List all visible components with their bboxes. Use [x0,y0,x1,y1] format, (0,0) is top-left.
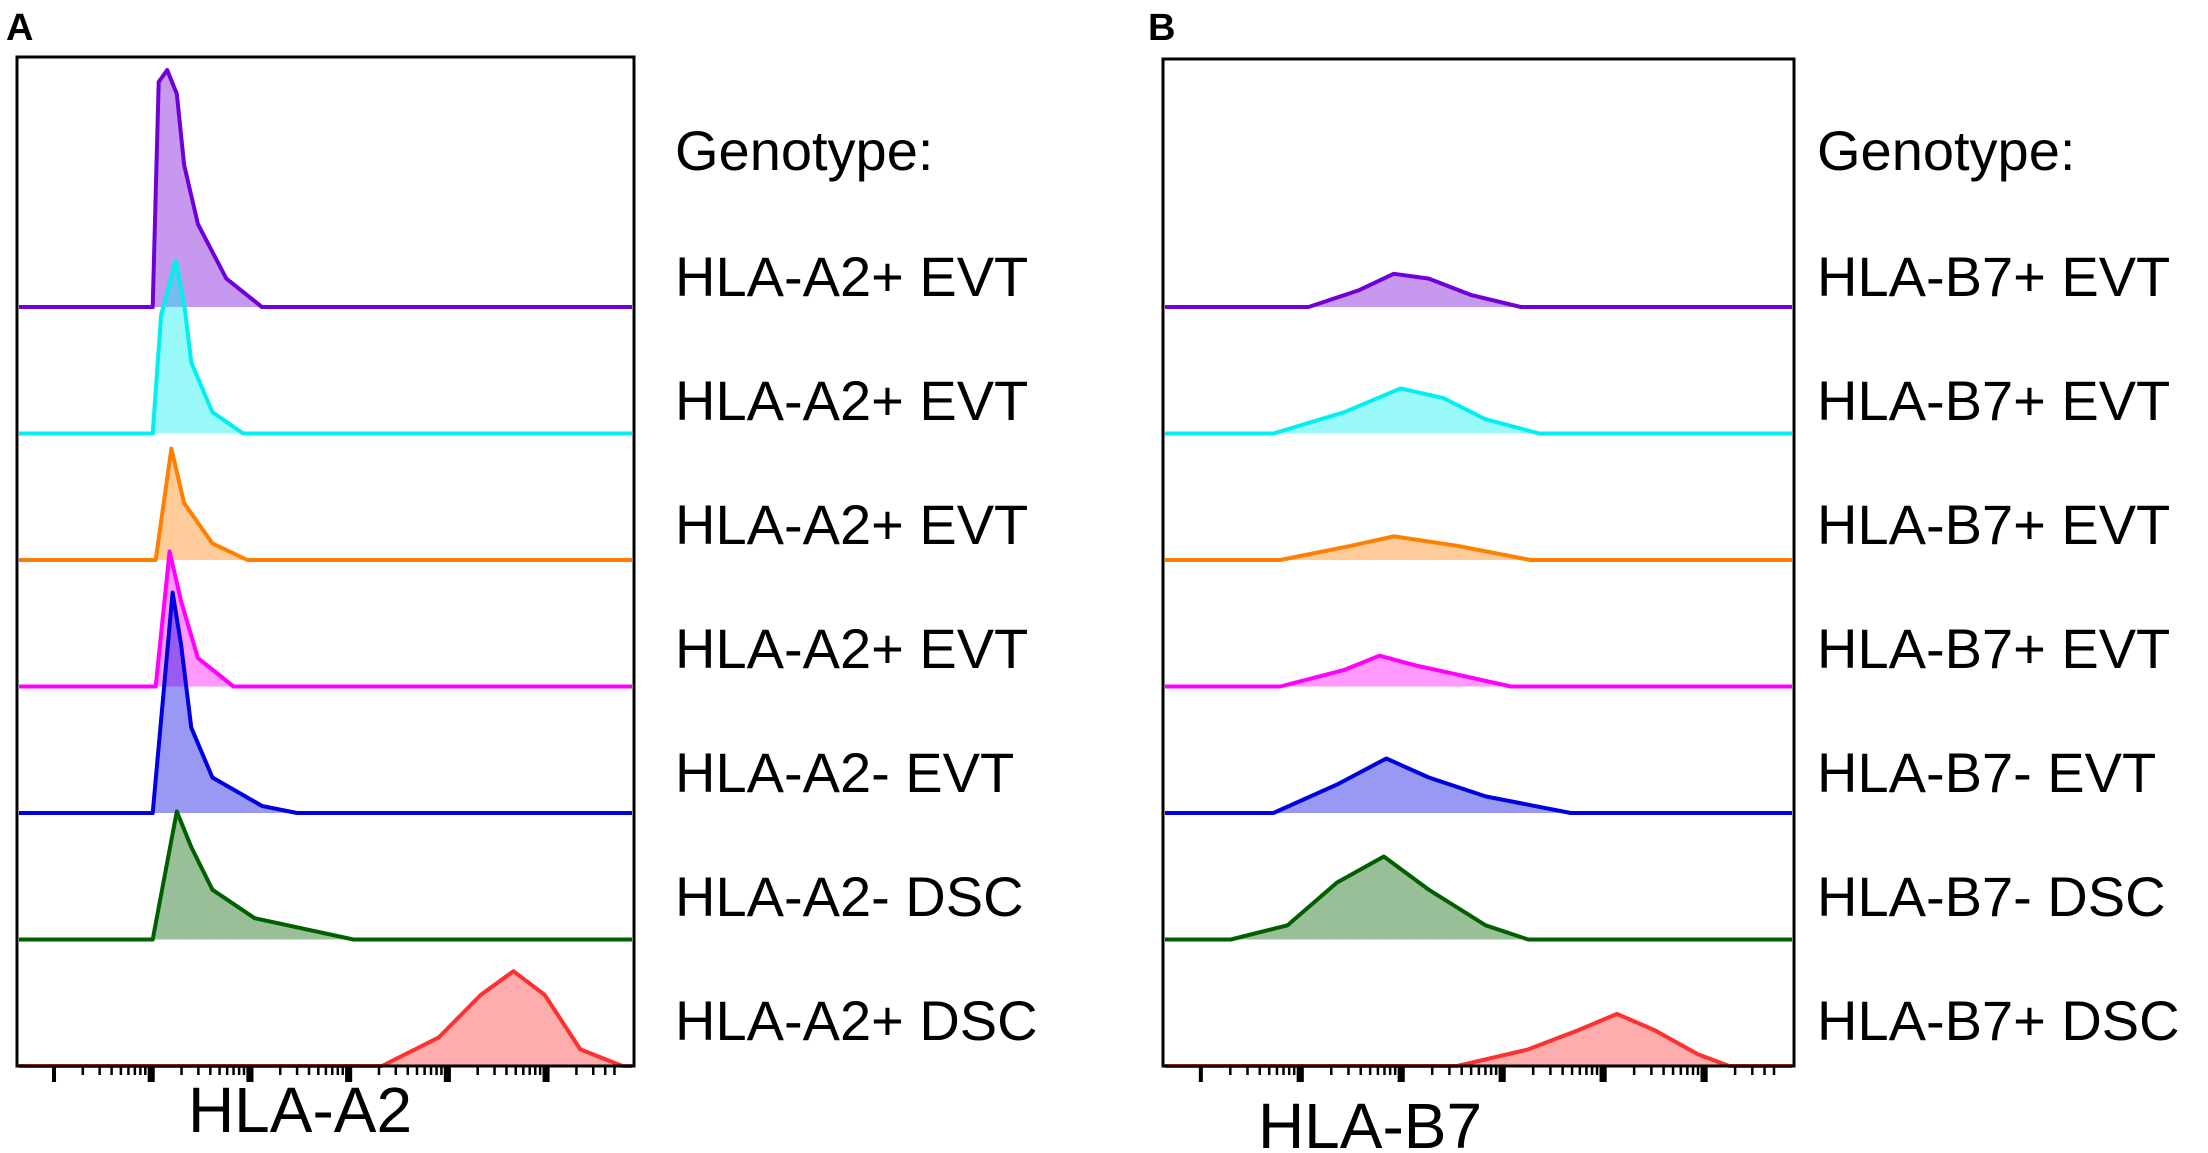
legend-entry-b-2: HLA-B7+ EVT [1817,493,2170,556]
histogram-line-b-3 [1165,653,1792,689]
panel-a: A Genotype: HLA-A2 HLA-A2+ EVT HLA-A2+ EV… [6,7,1038,1146]
histogram-fill-a-0 [152,70,262,307]
histogram-fill-b-1 [1273,388,1540,434]
histogram-line-a-5 [19,809,632,942]
histogram-fill-b-5 [1230,856,1529,940]
histogram-line-b-2 [1165,534,1792,562]
panel-b: B Genotype: HLA-B7 HLA-B7+ EVT HLA-B7+ EV… [1148,7,2180,1153]
legend-entry-a-3: HLA-A2+ EVT [675,617,1028,680]
legend-title-b: Genotype: [1817,119,2075,182]
histogram-fill-a-3 [155,551,234,687]
histogram-fill-a-6 [381,971,623,1066]
histogram-line-a-2 [19,446,632,562]
legend-entry-b-0: HLA-B7+ EVT [1817,245,2170,308]
histogram-line-b-4 [1165,756,1792,815]
x-axis-label-a: HLA-A2 [188,1074,412,1146]
histogram-line-b-5 [1165,854,1792,942]
legend-title-a: Genotype: [675,119,933,182]
legend-entry-a-4: HLA-A2- EVT [675,741,1014,804]
legend-entry-a-0: HLA-A2+ EVT [675,245,1028,308]
histogram-fill-a-5 [152,811,354,940]
legend-entry-b-5: HLA-B7- DSC [1817,865,2166,928]
legend-entry-a-2: HLA-A2+ EVT [675,493,1028,556]
legend-entry-b-6: HLA-B7+ DSC [1817,989,2180,1052]
histogram-fill-a-1 [152,260,244,434]
legend-entry-b-1: HLA-B7+ EVT [1817,369,2170,432]
histogram-line-a-0 [19,68,632,309]
histogram-line-b-1 [1165,386,1792,436]
legend-entry-a-1: HLA-A2+ EVT [675,369,1028,432]
histogram-line-a-3 [19,549,632,689]
plot-frame-b [1161,57,1796,1068]
histogram-fill-b-6 [1457,1013,1730,1066]
panel-label-b: B [1148,7,1175,49]
histogram-fill-a-2 [155,448,248,560]
legend-entry-b-4: HLA-B7- EVT [1817,741,2156,804]
legend-entry-b-3: HLA-B7+ EVT [1817,617,2170,680]
panel-label-a: A [6,7,33,49]
legend-entry-a-6: HLA-A2+ DSC [675,989,1038,1052]
x-axis-label-b: HLA-B7 [1258,1090,1482,1153]
histogram-fill-b-0 [1308,273,1521,307]
histogram-line-a-4 [19,590,632,815]
histogram-fill-b-2 [1280,536,1531,560]
histogram-fill-a-4 [152,592,297,813]
histogram-fill-b-3 [1280,655,1511,687]
legend-entry-a-5: HLA-A2- DSC [675,865,1024,928]
histogram-line-a-1 [19,258,632,436]
histogram-line-b-0 [1165,271,1792,309]
